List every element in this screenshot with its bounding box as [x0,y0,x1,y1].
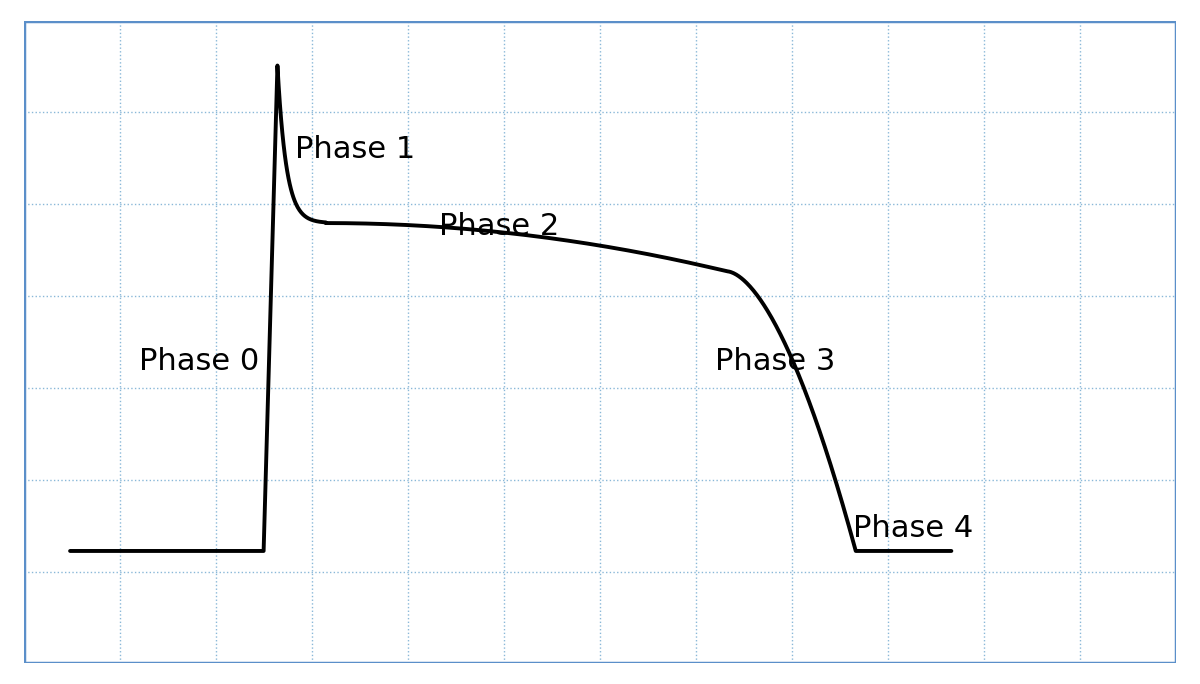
Text: Phase 1: Phase 1 [295,135,415,163]
Text: Phase 3: Phase 3 [715,347,835,376]
Text: Phase 4: Phase 4 [853,514,973,543]
Text: Phase 0: Phase 0 [139,347,259,376]
Text: Phase 2: Phase 2 [439,212,559,241]
